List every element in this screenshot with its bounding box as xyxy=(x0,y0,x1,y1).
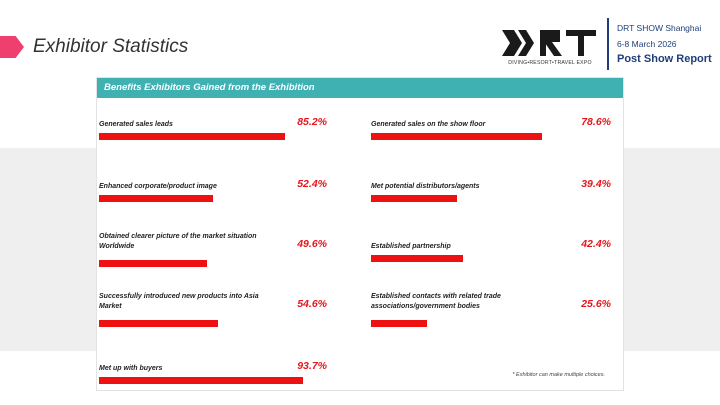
chart-item: Obtained clearer picture of the market s… xyxy=(99,233,345,278)
value-label: 42.4% xyxy=(581,238,611,250)
category-label: Established partnership xyxy=(371,243,451,250)
bar xyxy=(99,320,218,327)
header-divider xyxy=(607,18,609,70)
value-label: 49.6% xyxy=(297,238,327,250)
category-label: Enhanced corporate/product image xyxy=(99,183,217,190)
value-label: 39.4% xyxy=(581,178,611,190)
bar xyxy=(371,133,542,140)
value-label: 93.7% xyxy=(297,360,327,372)
bar xyxy=(99,260,207,267)
drt-logo-mark xyxy=(502,30,596,56)
chart-item: Successfully introduced new products int… xyxy=(99,293,345,338)
chart-title: Benefits Exhibitors Gained from the Exhi… xyxy=(97,78,623,98)
value-label: 54.6% xyxy=(297,298,327,310)
event-dates: 6-8 March 2026 xyxy=(617,39,677,49)
chart-item: Enhanced corporate/product image 52.4% xyxy=(99,178,345,218)
bar xyxy=(371,195,457,202)
title-accent-arrow xyxy=(0,36,24,58)
chart-item: Generated sales leads 85.2% xyxy=(99,116,345,156)
chart-panel: Benefits Exhibitors Gained from the Exhi… xyxy=(96,77,624,391)
bar xyxy=(371,320,427,327)
page-title: Exhibitor Statistics xyxy=(33,36,189,57)
category-label: Generated sales leads xyxy=(99,121,173,128)
category-label: Met up with buyers xyxy=(99,365,163,372)
bar xyxy=(99,133,285,140)
report-title: Post Show Report xyxy=(617,53,712,65)
value-label: 52.4% xyxy=(297,178,327,190)
category-label: Obtained clearer picture of the market s… xyxy=(99,233,257,250)
chart-item: Established contacts with related trade … xyxy=(371,293,617,338)
category-label: Successfully introduced new products int… xyxy=(99,293,259,310)
category-label: Met potential distributors/agents xyxy=(371,183,480,190)
value-label: 25.6% xyxy=(581,298,611,310)
chart-item: Established partnership 42.4% xyxy=(371,238,617,278)
category-label: Established contacts with related trade … xyxy=(371,293,501,310)
chart-item: Met potential distributors/agents 39.4% xyxy=(371,178,617,218)
footnote: * Exhibitor can make multiple choices. xyxy=(512,372,605,378)
event-name: DRT SHOW Shanghai xyxy=(617,23,702,33)
drt-logo: DIVING•RESORT•TRAVEL EXPO xyxy=(500,26,600,70)
logo-tagline: DIVING•RESORT•TRAVEL EXPO xyxy=(508,60,592,66)
chart-item: Met up with buyers 93.7% xyxy=(99,360,345,400)
bar xyxy=(99,195,213,202)
category-label: Generated sales on the show floor xyxy=(371,121,486,128)
chart-item: Generated sales on the show floor 78.6% xyxy=(371,116,617,156)
bar xyxy=(371,255,463,262)
value-label: 78.6% xyxy=(581,116,611,128)
bar xyxy=(99,377,303,384)
value-label: 85.2% xyxy=(297,116,327,128)
